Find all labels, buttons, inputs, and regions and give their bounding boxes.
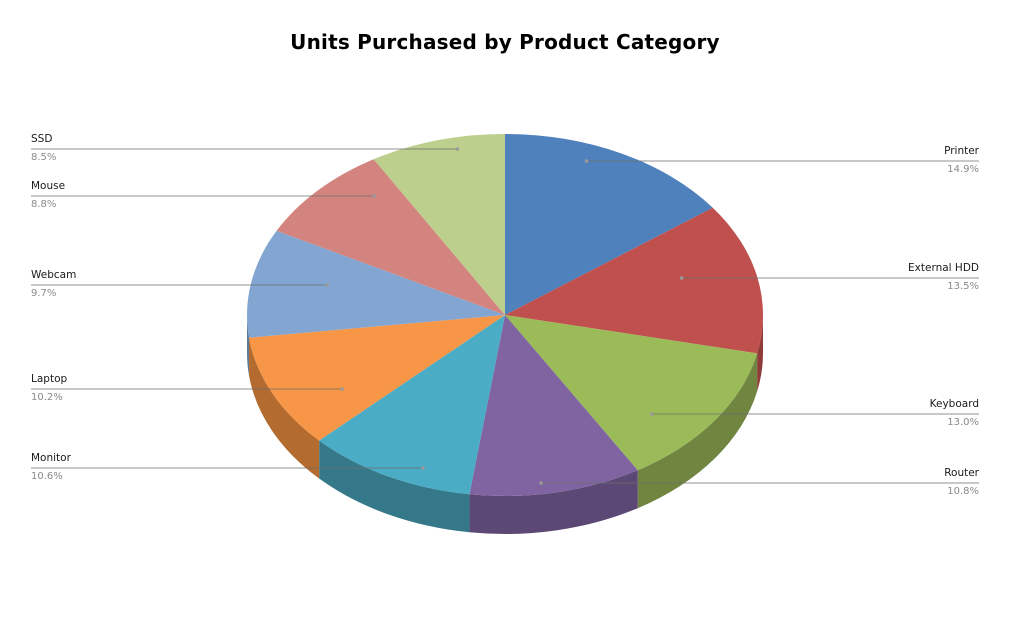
leader-dot-monitor bbox=[421, 466, 425, 470]
slice-percent-external-hdd: 13.5% bbox=[947, 281, 979, 292]
leader-dot-printer bbox=[584, 159, 589, 163]
slice-side-laptop bbox=[249, 337, 320, 479]
slice-monitor bbox=[319, 315, 505, 495]
leader-dot-laptop bbox=[340, 387, 344, 391]
slice-percent-laptop: 10.2% bbox=[31, 392, 63, 403]
leader-dot-external-hdd bbox=[679, 276, 684, 280]
slice-label-laptop: Laptop bbox=[31, 373, 67, 385]
leader-lines bbox=[31, 147, 979, 485]
leader-dot-webcam bbox=[325, 283, 330, 287]
slice-keyboard bbox=[505, 315, 758, 471]
slice-labels: Printer 14.9% External HDD 13.5% Keyboard 13.… bbox=[31, 133, 980, 497]
slice-percent-webcam: 9.7% bbox=[31, 288, 56, 299]
leader-dot-keyboard bbox=[649, 412, 654, 416]
chart-title: Units Purchased by Product Category bbox=[290, 30, 720, 54]
slice-external-hdd bbox=[505, 207, 764, 354]
slice-percent-ssd: 8.5% bbox=[31, 152, 56, 163]
slice-printer bbox=[505, 134, 713, 315]
slice-label-monitor: Monitor bbox=[31, 452, 72, 464]
pie-top-layer bbox=[247, 134, 764, 497]
slice-side-monitor bbox=[319, 440, 470, 533]
pie-depth-layer bbox=[247, 315, 763, 535]
slice-side-external-hdd bbox=[757, 315, 763, 392]
slice-label-mouse: Mouse bbox=[31, 180, 65, 192]
slice-label-external-hdd: External HDD bbox=[908, 262, 979, 274]
leader-dot-mouse bbox=[372, 194, 376, 198]
slice-percent-router: 10.8% bbox=[947, 486, 979, 497]
slice-webcam bbox=[247, 230, 505, 338]
slice-percent-mouse: 8.8% bbox=[31, 199, 56, 210]
slice-percent-keyboard: 13.0% bbox=[947, 417, 979, 428]
leader-dot-router bbox=[539, 481, 543, 485]
slice-label-ssd: SSD bbox=[31, 133, 52, 145]
slice-side-keyboard bbox=[637, 353, 758, 509]
slice-label-router: Router bbox=[944, 467, 979, 479]
slice-percent-printer: 14.9% bbox=[947, 164, 979, 175]
slice-label-webcam: Webcam bbox=[31, 269, 76, 281]
slice-label-printer: Printer bbox=[944, 145, 980, 157]
slice-mouse bbox=[276, 159, 505, 315]
slice-side-webcam bbox=[247, 315, 250, 376]
slice-ssd bbox=[373, 134, 505, 315]
slice-laptop bbox=[249, 315, 505, 441]
slice-label-keyboard: Keyboard bbox=[930, 398, 979, 410]
slice-percent-monitor: 10.6% bbox=[31, 471, 63, 482]
slice-side-router bbox=[469, 470, 638, 535]
slice-router bbox=[469, 315, 638, 497]
leader-dot-ssd bbox=[455, 147, 460, 151]
